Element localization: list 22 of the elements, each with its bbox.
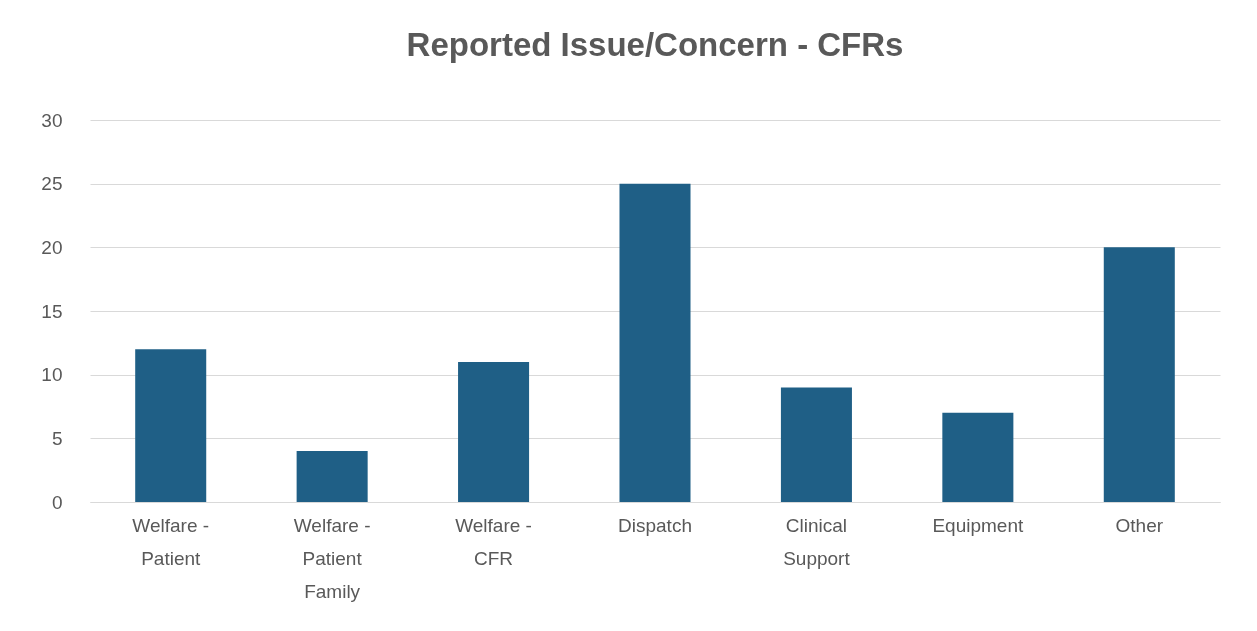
bar <box>296 451 368 502</box>
y-tick-label: 25 <box>41 173 63 195</box>
y-tick-label: 20 <box>41 236 63 258</box>
x-tick-label: Welfare - CFR <box>455 514 532 569</box>
x-tick-label: Other <box>1115 514 1164 536</box>
y-tick-label: 30 <box>41 109 63 131</box>
chart-title: Reported Issue/Concern - CFRs <box>406 26 904 63</box>
x-tick-label: Clinical Support <box>783 514 851 569</box>
x-tick-label: Dispatch <box>618 514 692 536</box>
y-tick-label: 0 <box>51 491 63 513</box>
y-tick-label: 5 <box>51 427 63 449</box>
bar <box>619 183 691 502</box>
bar <box>1103 247 1175 502</box>
y-tick-label: 10 <box>41 364 63 386</box>
bar <box>458 361 530 502</box>
x-tick-label: Welfare - Patient Family <box>293 514 371 602</box>
bar <box>135 349 207 502</box>
bar <box>780 387 852 502</box>
bar <box>942 412 1014 502</box>
x-tick-label: Welfare - Patient <box>132 514 210 569</box>
y-tick-label: 15 <box>41 300 63 322</box>
x-tick-label: Equipment <box>932 514 1024 536</box>
